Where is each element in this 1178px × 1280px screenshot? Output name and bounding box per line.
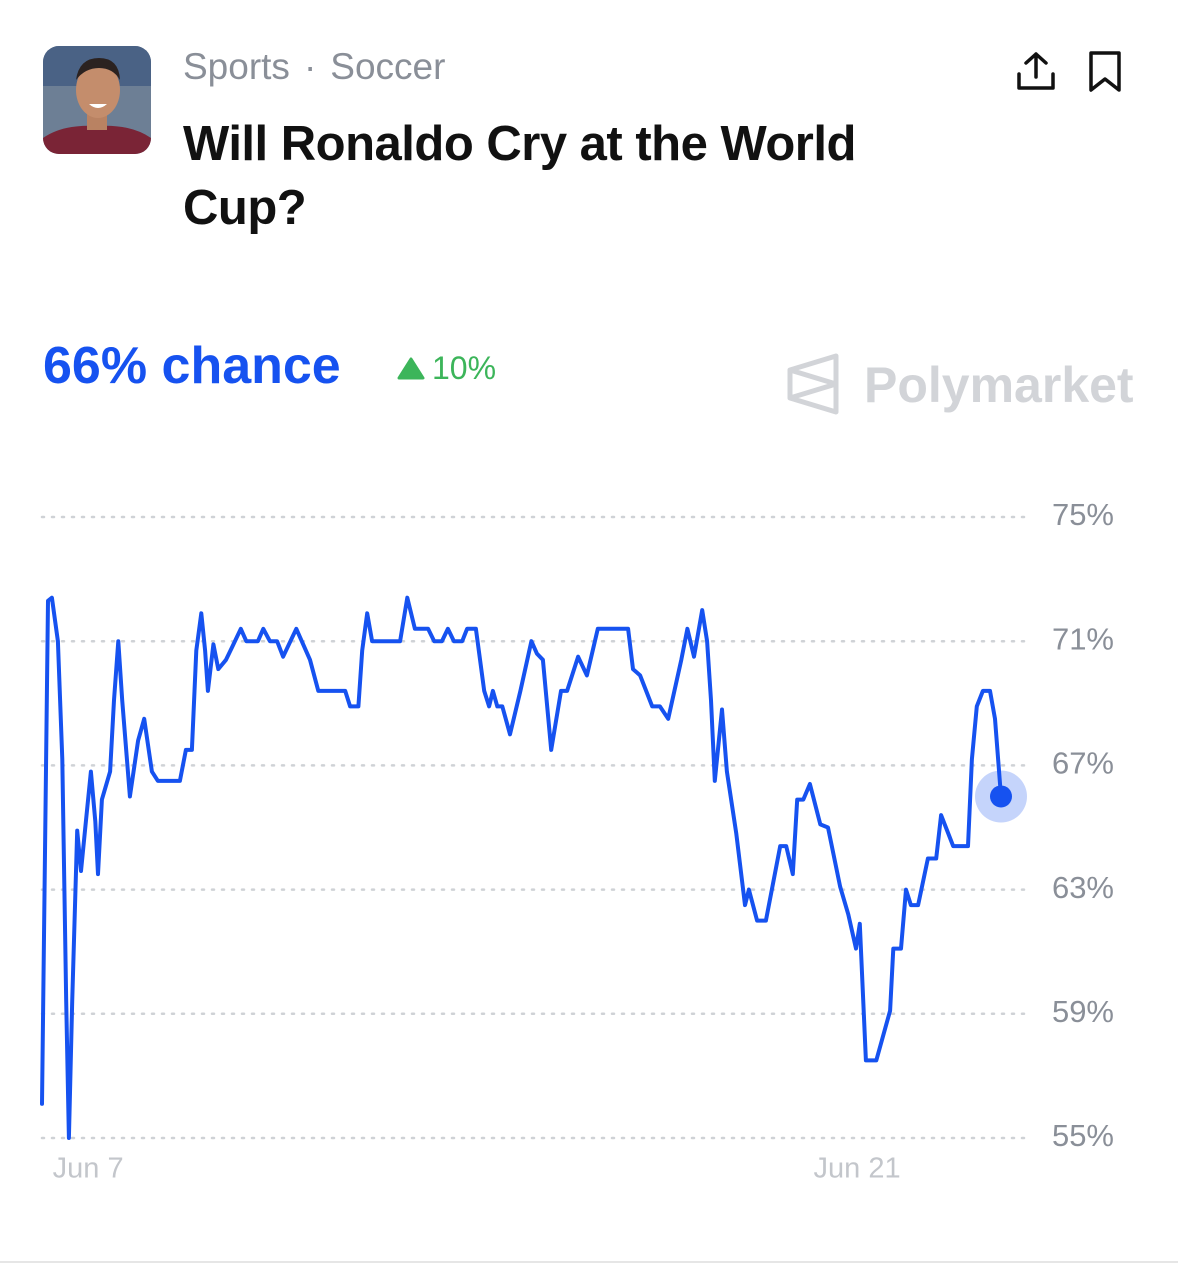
x-tick-label: Jun 21 bbox=[814, 1153, 901, 1185]
market-title: Will Ronaldo Cry at the World Cup? bbox=[183, 117, 856, 235]
subcategory[interactable]: Soccer bbox=[330, 46, 446, 87]
category[interactable]: Sports bbox=[183, 46, 290, 87]
separator: · bbox=[303, 46, 317, 87]
brand-name: Polymarket bbox=[864, 357, 1134, 413]
chance-value: 66% chance bbox=[43, 337, 341, 395]
share-button[interactable] bbox=[1014, 50, 1058, 94]
change-value: 10% bbox=[432, 350, 497, 386]
y-tick-label: 55% bbox=[1052, 1118, 1114, 1153]
bookmark-button[interactable] bbox=[1086, 50, 1126, 94]
brand-logo bbox=[787, 353, 839, 415]
y-tick-label: 75% bbox=[1052, 497, 1114, 532]
current-point bbox=[990, 785, 1012, 808]
y-tick-label: 71% bbox=[1052, 621, 1114, 656]
y-tick-label: 67% bbox=[1052, 746, 1114, 781]
market-avatar bbox=[43, 46, 151, 154]
y-tick-label: 63% bbox=[1052, 870, 1114, 905]
change-up-arrow bbox=[397, 357, 425, 380]
y-tick-label: 59% bbox=[1052, 994, 1114, 1029]
price-line bbox=[40, 595, 1003, 1140]
category-line: Sports · Soccer bbox=[183, 46, 459, 88]
x-tick-label: Jun 7 bbox=[53, 1153, 124, 1185]
